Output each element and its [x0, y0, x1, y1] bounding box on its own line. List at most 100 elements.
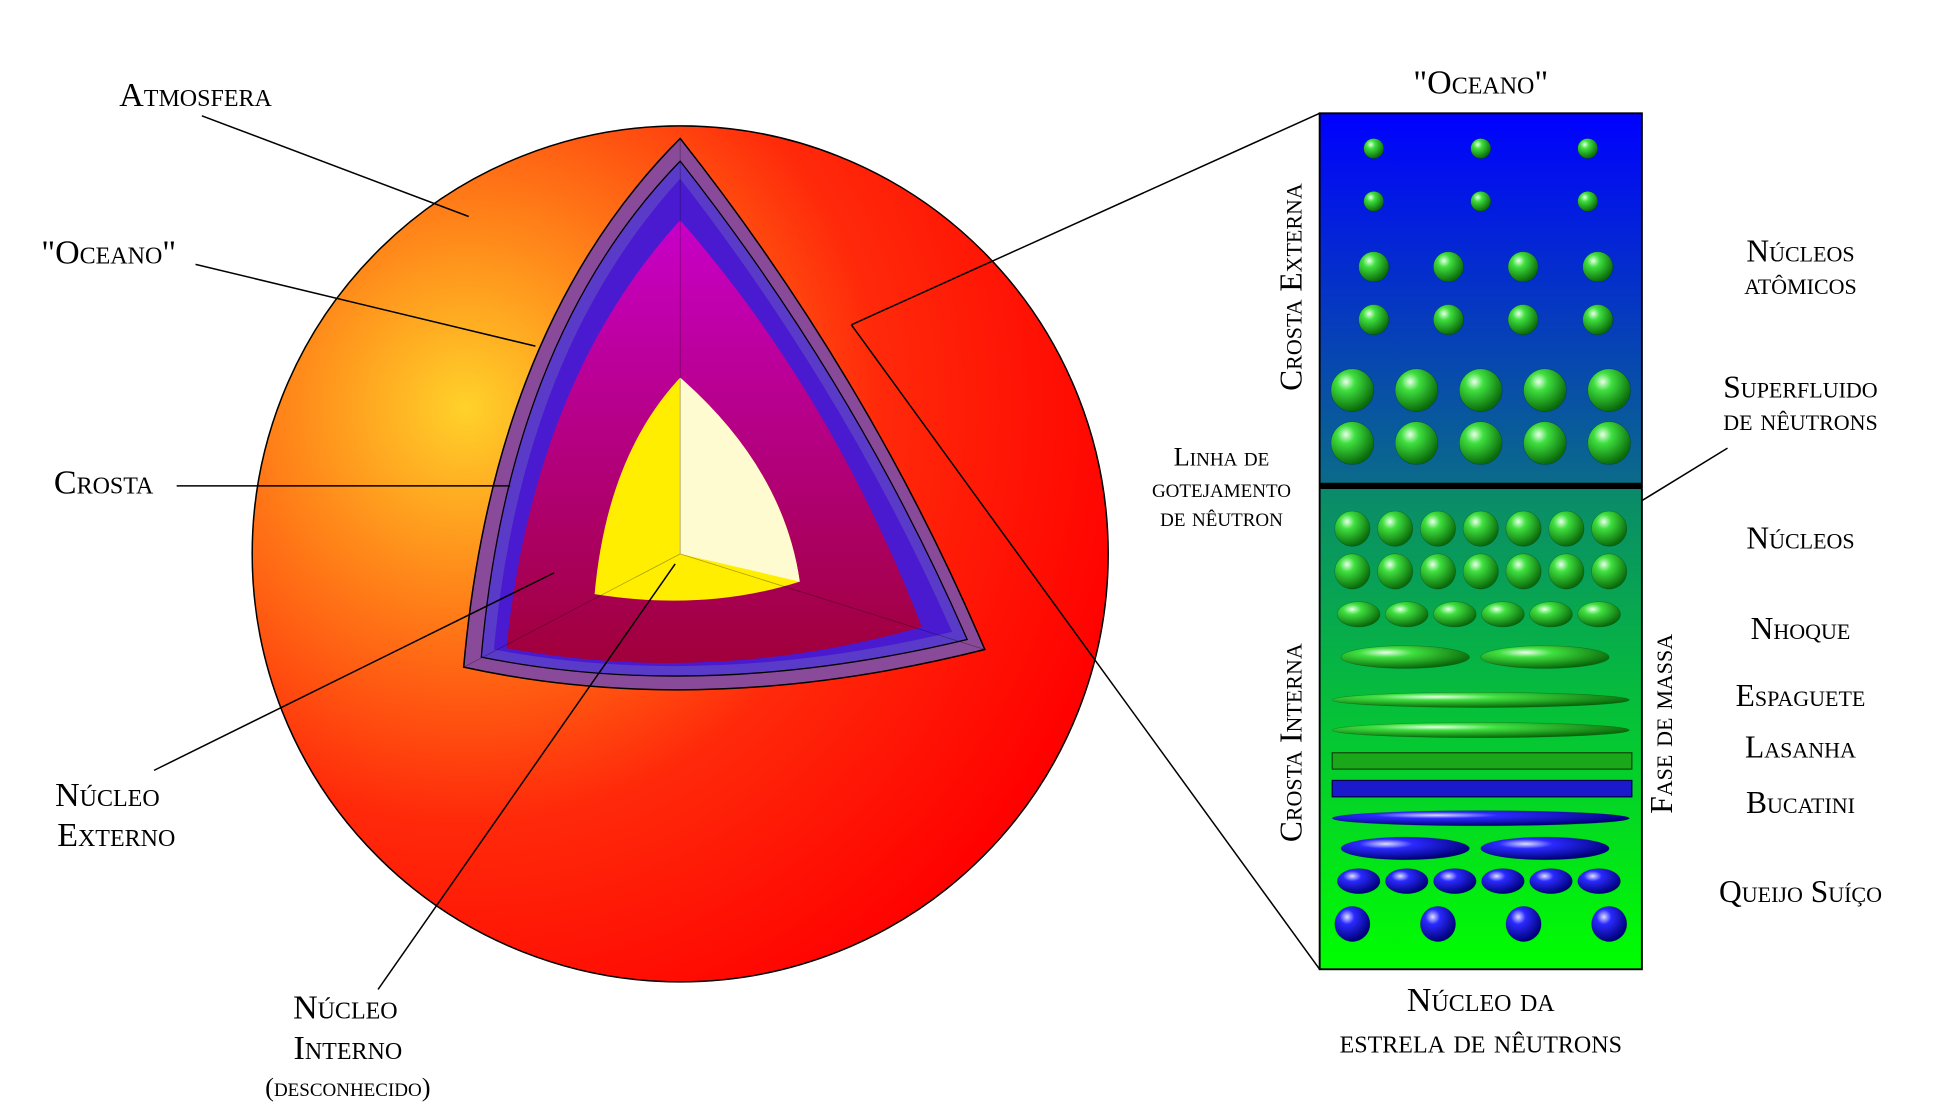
pasta-shape	[1523, 421, 1567, 465]
pasta-shape	[1529, 868, 1573, 895]
pasta-shape	[1340, 645, 1470, 669]
wedge-edges	[463, 138, 985, 668]
label: Núcleos	[1746, 521, 1854, 556]
pasta-shape	[1480, 836, 1610, 861]
label: Interno	[294, 1030, 403, 1067]
pasta-shape	[1420, 906, 1456, 942]
leader	[377, 563, 676, 990]
label: Linha de	[1174, 442, 1270, 472]
pasta-shape	[1470, 191, 1492, 212]
pasta-shape	[1505, 553, 1542, 590]
pasta-shape	[1433, 868, 1477, 895]
pasta-shape	[1420, 510, 1456, 547]
pasta-shape	[1331, 752, 1633, 770]
leader	[201, 115, 469, 218]
pasta-shape	[1433, 601, 1477, 628]
label: estrela de nêutrons	[1340, 1024, 1622, 1061]
pasta-shape	[1363, 191, 1385, 212]
pasta-shape	[1529, 601, 1573, 628]
pasta-shape	[1548, 553, 1585, 590]
pasta-shape	[1358, 304, 1390, 336]
pasta-shape	[1577, 191, 1599, 212]
pasta-shape	[1385, 868, 1429, 895]
pasta-shape	[1459, 421, 1503, 465]
pasta-shape	[1587, 421, 1631, 465]
pasta-shape	[1336, 601, 1381, 628]
pasta-shapes	[1330, 138, 1633, 942]
pasta-shape	[1470, 138, 1492, 159]
pasta-shape	[1433, 304, 1464, 336]
pasta-shape	[1385, 601, 1429, 628]
panel-title: "Oceano"	[1413, 64, 1548, 101]
pasta-shape	[1548, 510, 1585, 547]
pasta-shape	[1507, 304, 1539, 336]
label: de nêutrons	[1723, 402, 1878, 437]
pasta-shape	[1336, 868, 1381, 895]
label: Superfluido	[1723, 369, 1877, 404]
label: Atmosfera	[119, 77, 272, 114]
label: Bucatini	[1746, 785, 1855, 820]
label: Espaguete	[1736, 678, 1866, 713]
label: de nêutron	[1160, 502, 1283, 532]
pasta-shape	[1577, 868, 1621, 895]
label: Crosta Interna	[1274, 643, 1309, 842]
pasta-shape	[1577, 138, 1599, 159]
pasta-shape	[1331, 779, 1633, 798]
pasta-shape	[1331, 722, 1630, 738]
label: Crosta Externa	[1274, 183, 1309, 391]
label: Lasanha	[1745, 729, 1856, 764]
label: Núcleo	[55, 777, 160, 814]
label: Núcleo da	[1407, 982, 1555, 1019]
pasta-shape	[1334, 510, 1371, 547]
pasta-shape	[1377, 553, 1414, 590]
label: (desconhecido)	[265, 1072, 430, 1102]
leader	[1632, 447, 1728, 507]
label: atômicos	[1744, 266, 1856, 301]
pasta-shape	[1394, 421, 1439, 465]
pasta-shape	[1505, 510, 1542, 547]
leader	[153, 572, 555, 772]
pasta-shape	[1340, 836, 1470, 861]
pasta-shape	[1507, 251, 1539, 283]
pasta-shape	[1331, 810, 1630, 827]
pasta-shape	[1582, 251, 1614, 283]
zoom-line	[851, 112, 1320, 326]
pasta-shape	[1394, 368, 1439, 412]
label: Crosta	[54, 465, 154, 502]
pasta-shape	[1591, 906, 1628, 942]
pasta-shape	[1591, 510, 1628, 547]
pasta-shape	[1330, 368, 1375, 412]
pasta-shape	[1377, 510, 1414, 547]
leader	[195, 263, 536, 347]
pasta-shape	[1523, 368, 1567, 412]
pasta-shape	[1334, 553, 1371, 590]
pasta-shape	[1363, 138, 1385, 159]
pasta-shape	[1420, 553, 1456, 590]
pasta-shape	[1481, 868, 1525, 895]
pasta-shape	[1334, 906, 1371, 942]
inner-core-face	[680, 377, 800, 582]
label: Fase de massa	[1644, 634, 1679, 814]
pasta-shape	[1577, 601, 1621, 628]
label: Nhoque	[1751, 611, 1851, 646]
pasta-shape	[1587, 368, 1631, 412]
pasta-shape	[1481, 601, 1525, 628]
label: gotejamento	[1152, 473, 1291, 503]
zoom-line	[850, 324, 1321, 970]
pasta-shape	[1480, 645, 1610, 669]
label: Núcleos	[1746, 233, 1854, 268]
label: Queijo Suíço	[1719, 874, 1882, 909]
pasta-shape	[1331, 692, 1630, 708]
label: Externo	[57, 817, 175, 854]
pasta-shape	[1330, 421, 1375, 465]
pasta-shape	[1582, 304, 1614, 336]
pasta-shape	[1591, 553, 1628, 590]
label: "Oceano"	[41, 234, 176, 271]
pasta-shape	[1462, 553, 1499, 590]
pasta-shape	[1433, 251, 1464, 283]
label: Núcleo	[293, 990, 398, 1027]
pasta-shape	[1459, 368, 1503, 412]
pasta-shape	[1462, 510, 1499, 547]
